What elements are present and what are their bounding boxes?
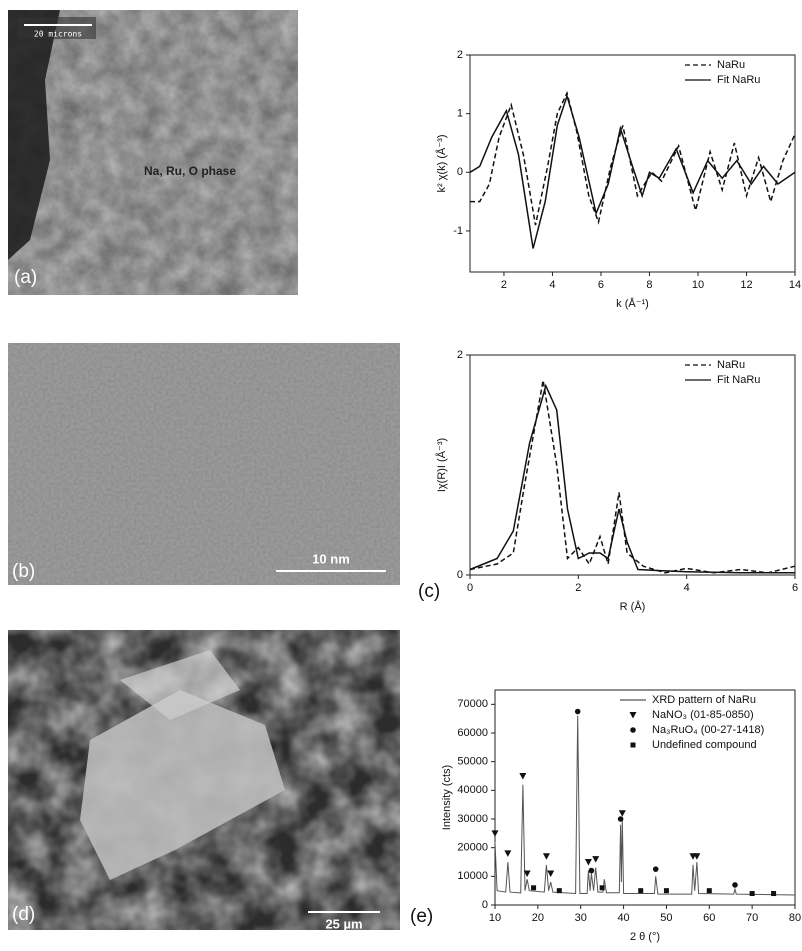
x-tick-label: 60: [703, 912, 715, 924]
x-tick-label: 8: [646, 279, 652, 291]
marker: [771, 891, 776, 896]
marker: [664, 888, 669, 893]
marker: [618, 816, 624, 822]
x-tick-label: 80: [789, 912, 801, 924]
x-tick-label: 30: [575, 912, 587, 924]
x-tick-label: 20: [532, 912, 544, 924]
x-tick-label: 4: [684, 582, 690, 594]
x-tick-label: 10: [489, 912, 501, 924]
marker: [543, 853, 550, 860]
annotation: Na, Ru, O phase: [144, 164, 236, 178]
y-tick-label: 0: [457, 166, 463, 178]
micrograph-a: 20 microns Na, Ru, O phase (a): [8, 10, 298, 295]
y-tick-label: 70000: [457, 698, 488, 710]
x-tick-label: 14: [789, 279, 801, 291]
marker: [531, 885, 536, 890]
legend-label: NaRu: [717, 59, 745, 71]
y-tick-label: 60000: [457, 727, 488, 739]
y-tick-label: 50000: [457, 756, 488, 768]
plot-frame: [470, 355, 795, 575]
y-axis-label: k² χ(k) (Å⁻³): [435, 134, 448, 192]
legend-swatch: [630, 727, 636, 733]
legend-swatch: [631, 743, 636, 748]
x-axis-label: R (Å): [620, 600, 646, 613]
y-tick-label: 2: [457, 49, 463, 61]
x-tick-label: 50: [660, 912, 672, 924]
marker: [504, 850, 511, 857]
marker: [589, 868, 595, 874]
x-tick-label: 12: [740, 279, 752, 291]
y-tick-label: 20000: [457, 842, 488, 854]
x-tick-label: 2: [575, 582, 581, 594]
panel-label: (e): [410, 906, 433, 927]
x-tick-label: 70: [746, 912, 758, 924]
x-tick-label: 40: [617, 912, 629, 924]
marker: [653, 866, 659, 872]
marker: [557, 888, 562, 893]
y-axis-label: Intensity (cts): [441, 765, 453, 830]
scale-bar-label: 20 microns: [34, 30, 82, 39]
legend-swatch: [630, 712, 637, 719]
legend-label: Fit NaRu: [717, 74, 760, 86]
marker: [619, 810, 626, 817]
y-axis-label: Iχ(R)I (Å⁻³): [435, 438, 448, 492]
legend-label: Na₃RuO₄ (00-27-1418): [652, 724, 764, 736]
x-tick-label: 6: [598, 279, 604, 291]
y-tick-label: 10000: [457, 870, 488, 882]
series-line: [470, 386, 795, 573]
scale-bar-label: 10 nm: [312, 551, 350, 566]
marker: [585, 859, 592, 866]
figure: 20 microns Na, Ru, O phase (a) 10 nm (b)…: [0, 0, 802, 946]
marker: [592, 856, 599, 863]
x-tick-label: 4: [549, 279, 555, 291]
series-line: [470, 380, 795, 573]
x-tick-label: 0: [467, 582, 473, 594]
x-axis-label: k (Å⁻¹): [616, 297, 649, 310]
x-tick-label: 2: [501, 279, 507, 291]
y-tick-label: -1: [453, 225, 463, 237]
marker: [638, 888, 643, 893]
marker: [575, 709, 581, 715]
panel-label: (c): [418, 581, 440, 602]
marker: [519, 773, 526, 780]
legend-label: NaRu: [717, 359, 745, 371]
marker: [707, 888, 712, 893]
y-tick-label: 30000: [457, 813, 488, 825]
y-tick-label: 0: [482, 899, 488, 911]
y-tick-label: 2: [457, 349, 463, 361]
panel-label: (b): [12, 561, 35, 582]
x-axis-label: 2 θ (°): [630, 931, 660, 943]
y-tick-label: 1: [457, 108, 463, 120]
legend-label: Undefined compound: [652, 739, 757, 751]
micrograph-b: 10 nm (b): [8, 343, 400, 585]
panel-label: (a): [14, 267, 37, 288]
scale-bar-label: 25 µm: [325, 916, 362, 931]
y-tick-label: 0: [457, 569, 463, 581]
marker: [732, 882, 738, 888]
micrograph-d: 25 µm (d): [8, 630, 400, 931]
marker: [492, 830, 499, 837]
marker: [600, 885, 605, 890]
legend-label: XRD pattern of NaRu: [652, 694, 756, 706]
panel-label: (d): [12, 904, 35, 925]
marker: [750, 891, 755, 896]
y-tick-label: 40000: [457, 784, 488, 796]
x-tick-label: 10: [692, 279, 704, 291]
legend-label: Fit NaRu: [717, 374, 760, 386]
marker: [547, 870, 554, 877]
plot-frame: [470, 55, 795, 272]
plot-frame: [495, 690, 795, 905]
legend-label: NaNO₃ (01-85-0850): [652, 709, 754, 721]
x-tick-label: 6: [792, 582, 798, 594]
